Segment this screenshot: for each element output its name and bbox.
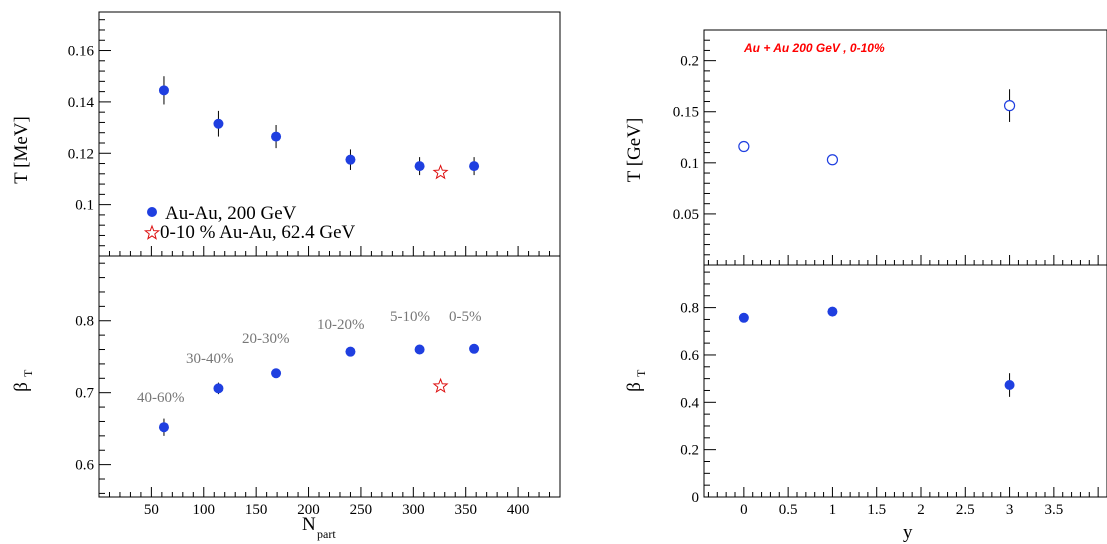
x-tick-label: 3.5: [1044, 502, 1063, 518]
data-point: [213, 118, 224, 129]
plot-frame: [98, 255, 561, 498]
data-point: [469, 343, 480, 354]
y-tick-label: 0.15: [673, 105, 699, 121]
data-point: [213, 383, 224, 394]
data-point: [271, 131, 282, 142]
plot-frame: [703, 264, 1107, 498]
y-tick-label: 0.7: [75, 386, 94, 402]
legend-circle-marker: [147, 207, 157, 217]
left-xlabel-sub: part: [317, 527, 336, 541]
data-point: [158, 85, 169, 96]
x-tick-label: 50: [144, 502, 159, 518]
legend-entry-au62: 0-10 % Au-Au, 62.4 GeV: [160, 222, 356, 243]
y-tick-label: 0: [692, 490, 700, 506]
panel-left-top: 0.1 0.12 0.14 0.16: [68, 11, 561, 257]
data-point: [414, 344, 425, 355]
left-bottom-ylabel: β T: [11, 369, 35, 392]
x-tick-label: 0: [740, 502, 748, 518]
x-tick-label: 150: [245, 502, 268, 518]
x-tick-label: 1: [829, 502, 837, 518]
y-tick-label: 0.8: [680, 301, 699, 317]
data-point: [158, 422, 169, 433]
y-tick-label: 0.1: [75, 198, 94, 214]
centrality-label-0-5: 0-5%: [449, 309, 482, 325]
data-point-star: [432, 377, 449, 394]
left-bottom-ylabel-main: β: [11, 382, 32, 392]
right-top-ylabel: T [GeV]: [624, 118, 645, 183]
y-tick-label: 0.2: [680, 54, 699, 70]
data-point: [469, 161, 480, 172]
x-tick-label: 200: [297, 502, 320, 518]
legend-entry-au200: Au-Au, 200 GeV: [165, 203, 297, 224]
right-xlabel: y: [903, 522, 913, 543]
centrality-label-20-30: 20-30%: [242, 331, 290, 347]
y-tick-label: 0.2: [680, 443, 699, 459]
x-tick-label: 100: [193, 502, 216, 518]
centrality-label-30-40: 30-40%: [186, 351, 234, 367]
right-bottom-ylabel: β T: [624, 369, 648, 392]
right-bottom-ylabel-main: β: [624, 382, 645, 392]
legend: Au-Au, 200 GeV 0-10 % Au-Au, 62.4 GeV: [143, 203, 356, 243]
y-tick-label: 0.6: [75, 458, 94, 474]
x-tick-label: 2.5: [956, 502, 975, 518]
x-tick-label: 350: [454, 502, 477, 518]
right-bottom-ylabel-sub: T: [634, 369, 648, 377]
y-tick-label: 0.14: [68, 95, 95, 111]
x-tick-label: 250: [350, 502, 373, 518]
y-tick-label: 0.16: [68, 44, 95, 60]
x-tick-label: 3: [1006, 502, 1014, 518]
data-point: [414, 161, 425, 172]
centrality-label-5-10: 5-10%: [390, 309, 430, 325]
data-point: [1003, 100, 1016, 112]
panel-left-bottom: 0.6 0.7 0.8 50 100 150 200 250 300 350 400: [75, 255, 561, 518]
left-bottom-ylabel-sub: T: [21, 369, 35, 377]
data-point: [345, 346, 356, 357]
x-tick-label: 2: [917, 502, 925, 518]
data-point: [826, 154, 839, 166]
legend-star-marker: [143, 224, 161, 240]
x-tick-label: 1.5: [867, 502, 886, 518]
left-xlabel-main: N: [302, 514, 316, 535]
y-tick-label: 0.05: [673, 207, 699, 223]
panel-right-bottom: 0 0.2 0.4 0.6 0.8 0 0.5 1 1.5 2 2.5 3 3.5: [680, 264, 1107, 518]
y-tick-label: 0.12: [68, 146, 94, 162]
y-tick-label: 0.6: [680, 348, 699, 364]
y-tick-label: 0.8: [75, 314, 94, 330]
chart-annotation: Au + Au 200 GeV , 0-10%: [743, 41, 885, 55]
plot-frame: [703, 29, 1107, 266]
data-point: [345, 154, 356, 165]
data-point: [1004, 380, 1015, 391]
x-tick-label: 400: [507, 502, 530, 518]
centrality-label-10-20: 10-20%: [317, 317, 365, 333]
left-top-ylabel: T [MeV]: [11, 116, 32, 184]
data-point-star: [432, 164, 449, 180]
panel-right-top: 0.05 0.1 0.15 0.2: [673, 29, 1107, 266]
y-tick-label: 0.4: [680, 395, 699, 411]
x-tick-label: 300: [402, 502, 425, 518]
data-point: [738, 140, 750, 153]
data-point: [827, 306, 838, 317]
centrality-label-40-60: 40-60%: [137, 390, 185, 406]
data-point: [271, 368, 282, 379]
x-tick-label: 0.5: [779, 502, 798, 518]
centrality-labels: 40-60% 30-40% 20-30% 10-20% 5-10% 0-5%: [137, 309, 482, 406]
data-point: [738, 312, 749, 323]
y-tick-label: 0.1: [680, 156, 699, 172]
